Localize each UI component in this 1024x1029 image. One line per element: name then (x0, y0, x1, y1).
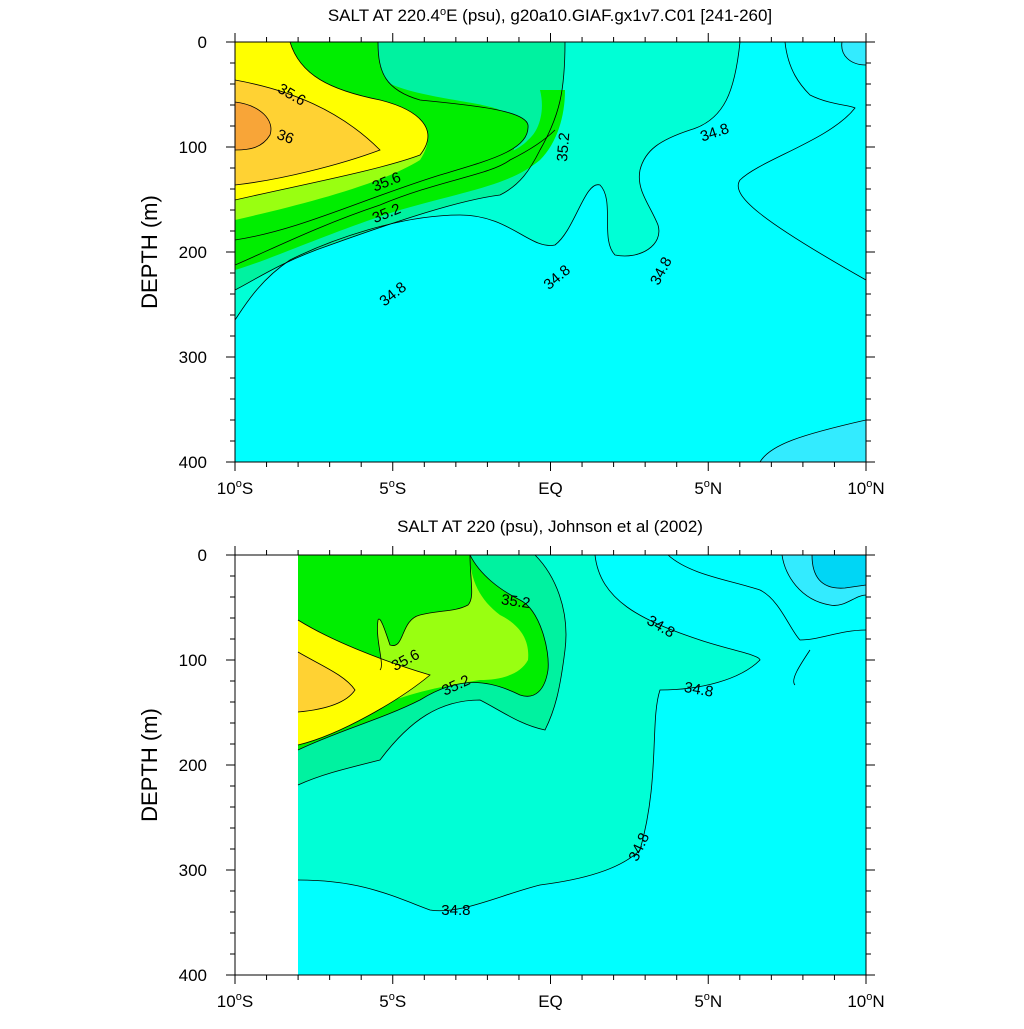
model-salinity-panel: SALT AT 220.4oE (psu), g20a10.GIAF.gx1v7… (137, 6, 885, 498)
x-tick-label: 10oN (847, 478, 884, 498)
contour-34.2 (811, 555, 866, 589)
y-tick-label: 400 (179, 453, 207, 472)
contour-lines (297, 555, 866, 912)
fill-36.0-36.2 (235, 80, 380, 185)
fill-below-34.4 (812, 555, 866, 589)
contour-34.6 (667, 555, 866, 641)
x-tick-label: 5oN (694, 478, 722, 498)
y-tick-label: 0 (198, 546, 207, 565)
chart-title: SALT AT 220.4oE (psu), g20a10.GIAF.gx1v7… (328, 6, 772, 25)
contour-34.4 (781, 555, 866, 606)
contour-lines (235, 42, 866, 462)
contour-35.4 (297, 555, 549, 751)
contour-34.6-spur (793, 649, 811, 686)
contour-fill (298, 555, 866, 975)
contour-35.8 (297, 651, 356, 713)
x-axis: 10oS 5oS EQ 5oN 10oN (217, 546, 885, 1011)
x-tick-label: 10oS (217, 991, 253, 1011)
y-tick-label: 100 (179, 138, 207, 157)
fill-34.6-34.8-main (298, 555, 866, 975)
contour-34.8 (235, 42, 741, 321)
fill-34.6-34.8-east2 (738, 42, 866, 280)
y-axis-label: DEPTH (m) (137, 708, 162, 822)
contour-35.6-upper (377, 555, 473, 671)
contour-36.0 (235, 79, 381, 186)
y-tick-label: 0 (198, 33, 207, 52)
contour-fill (235, 42, 866, 462)
y-tick-label: 200 (179, 756, 207, 775)
chart-title: SALT AT 220 (psu), Johnson et al (2002) (397, 517, 703, 536)
contour-35.6 (297, 619, 431, 746)
y-tick-label: 300 (179, 861, 207, 880)
x-tick-label: 10oN (847, 991, 884, 1011)
contour-label: 35.2 (554, 132, 573, 163)
y-tick-label: 300 (179, 348, 207, 367)
fill-above-36.2 (235, 102, 271, 150)
fill-35.8-36.0-main (298, 652, 355, 712)
missing-data-region (235, 555, 298, 975)
contour-35.8 (235, 42, 429, 201)
fill-34.4-34.6-bottom (760, 420, 866, 462)
x-tick-label: 5oS (379, 478, 406, 498)
y-tick-label: 200 (179, 243, 207, 262)
contour-36.2 (235, 101, 272, 151)
fill-35.2-35.4-band (235, 90, 565, 270)
x-tick-label: EQ (538, 992, 563, 1011)
x-tick-label: EQ (538, 479, 563, 498)
contour-35.2 (235, 42, 566, 291)
y-axis: 0 100 200 300 400 (179, 33, 875, 472)
contour-34.4-bottom (759, 419, 866, 462)
contour-35.4 (235, 129, 556, 266)
y-tick-label: 400 (179, 966, 207, 985)
contour-label: 36 (275, 126, 296, 148)
contour-35.2 (297, 555, 567, 786)
fill-34.4-34.6-top (841, 42, 866, 65)
x-tick-label: 5oN (694, 991, 722, 1011)
contour-35.6 (235, 42, 529, 241)
contour-34.6 (737, 42, 866, 281)
contour-34.8 (297, 555, 761, 912)
y-axis-label: DEPTH (m) (137, 195, 162, 309)
contour-label: 35.2 (500, 591, 531, 612)
y-tick-label: 100 (179, 651, 207, 670)
contour-34.4-top (841, 42, 866, 66)
x-tick-label: 10oS (217, 478, 253, 498)
observed-salinity-panel: SALT AT 220 (psu), Johnson et al (2002) (137, 517, 885, 1011)
fill-35.6-35.8-main (298, 620, 430, 745)
x-axis: 10oS 5oS EQ 5oN 10oN (217, 33, 885, 498)
y-axis: 0 100 200 300 400 (179, 546, 875, 985)
contour-label: 34.8 (441, 902, 470, 919)
contour-label: 34.8 (683, 679, 715, 701)
x-tick-label: 5oS (379, 991, 406, 1011)
